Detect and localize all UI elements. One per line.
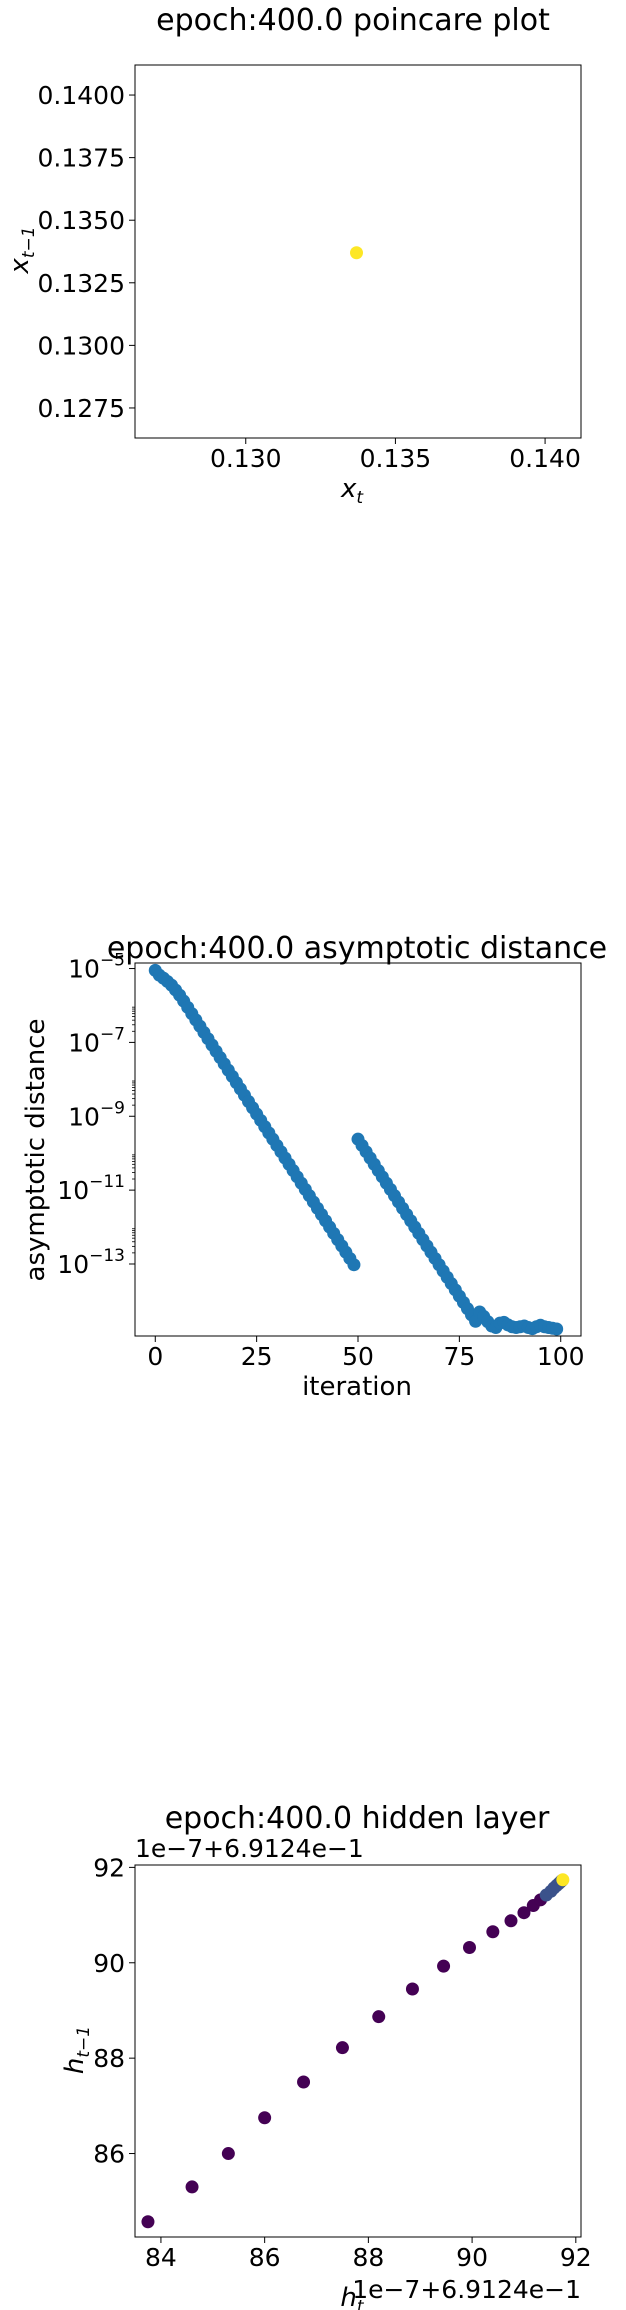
y-axis-label-sub: t−1 bbox=[74, 2026, 94, 2058]
x-axis-label-sub: t bbox=[357, 2297, 365, 2310]
data-point bbox=[347, 1258, 361, 1272]
data-points bbox=[141, 1873, 570, 2229]
data-point bbox=[350, 246, 364, 260]
x-axis-label: ht bbox=[340, 2283, 364, 2310]
data-points bbox=[148, 963, 564, 1336]
x-offset-label: 1e−7+6.9124e−1 bbox=[352, 2275, 581, 2304]
data-point bbox=[437, 1959, 451, 1973]
data-point bbox=[185, 2180, 199, 2194]
x-ticks: 84 86 88 90 92 bbox=[145, 2237, 592, 2272]
data-point bbox=[463, 1941, 476, 1955]
y-axis-label: xt−1 bbox=[5, 226, 39, 274]
x-tick-label: 86 bbox=[249, 2243, 281, 2272]
chart-title: epoch:400.0 hidden layer bbox=[165, 1801, 550, 1836]
data-point-last bbox=[556, 1873, 570, 1887]
data-point bbox=[550, 1322, 564, 1336]
x-tick-label: 75 bbox=[443, 1342, 475, 1371]
data-point bbox=[405, 1982, 419, 1996]
y-axis-label-sub: t−1 bbox=[19, 226, 39, 258]
y-tick-label: 92 bbox=[93, 1853, 125, 1882]
y-tick-label: 10−11 bbox=[57, 1172, 125, 1205]
x-axis-label-main: h bbox=[340, 2283, 356, 2310]
y-tick-label: 0.1400 bbox=[38, 81, 125, 110]
x-tick-label: 84 bbox=[145, 2243, 177, 2272]
y-ticks: 0.1275 0.1300 0.1325 0.1350 0.1375 0.1400 bbox=[38, 81, 135, 423]
chart-title: epoch:400.0 asymptotic distance bbox=[107, 931, 607, 966]
y-tick-label: 10−5 bbox=[68, 951, 125, 984]
data-point bbox=[486, 1925, 500, 1939]
data-point bbox=[372, 2010, 386, 2024]
x-tick-label: 0.135 bbox=[360, 444, 432, 473]
x-tick-label: 25 bbox=[241, 1342, 273, 1371]
poincare-plot: epoch:400.0 poincare plot 0.12750.13000.… bbox=[5, 3, 582, 508]
y-axis-label: ht−1 bbox=[60, 2026, 94, 2074]
y-tick-label: 0.1325 bbox=[38, 269, 125, 298]
y-tick-label: 0.1375 bbox=[38, 144, 125, 173]
plot-frame bbox=[134, 1864, 582, 2238]
data-point bbox=[141, 2215, 155, 2229]
x-ticks: 0 25 50 75 100 bbox=[147, 1336, 585, 1371]
x-tick-label: 50 bbox=[342, 1342, 374, 1371]
x-axis-label: iteration bbox=[302, 1372, 412, 1402]
data-point bbox=[335, 2041, 349, 2055]
asymptotic-distance-plot: epoch:400.0 asymptotic distance 10−5 10−7… bbox=[21, 931, 607, 1402]
y-ticks: 86 88 90 92 bbox=[93, 1853, 135, 2169]
y-ticks: 10−5 10−7 10−9 10−11 10−13 bbox=[57, 951, 135, 1279]
y-tick-label: 0.1350 bbox=[38, 206, 125, 235]
x-tick-label: 90 bbox=[456, 2243, 488, 2272]
x-tick-label: 88 bbox=[352, 2243, 384, 2272]
y-tick-label: 0.1300 bbox=[38, 331, 125, 360]
plot-frame bbox=[134, 64, 582, 439]
data-point bbox=[297, 2075, 311, 2089]
y-tick-label: 0.1275 bbox=[38, 394, 125, 423]
y-axis-label: asymptotic distance bbox=[21, 1019, 51, 1282]
x-axis-label-sub: t bbox=[356, 488, 364, 508]
y-tick-label: 86 bbox=[93, 2140, 125, 2169]
x-tick-label: 100 bbox=[537, 1342, 585, 1371]
hidden-layer-plot: epoch:400.0 hidden layer 1e−7+6.9124e−1 … bbox=[60, 1801, 592, 2310]
data-points bbox=[350, 246, 364, 260]
x-tick-label: 0 bbox=[147, 1342, 163, 1371]
chart-title: epoch:400.0 poincare plot bbox=[156, 3, 550, 38]
data-point bbox=[258, 2111, 272, 2125]
x-tick-label: 0.140 bbox=[509, 444, 581, 473]
y-tick-label: 88 bbox=[93, 2044, 125, 2073]
x-tick-label: 92 bbox=[560, 2243, 592, 2272]
y-tick-label: 10−9 bbox=[68, 1098, 125, 1131]
y-tick-label: 90 bbox=[93, 1949, 125, 1978]
y-offset-label: 1e−7+6.9124e−1 bbox=[135, 1834, 364, 1863]
data-point bbox=[504, 1914, 518, 1928]
y-axis-label-main: h bbox=[60, 2058, 90, 2074]
y-axis-label-main: x bbox=[5, 258, 35, 275]
x-axis-label-main: x bbox=[340, 474, 357, 504]
data-point bbox=[517, 1906, 531, 1920]
y-tick-label: 10−13 bbox=[57, 1246, 125, 1279]
x-tick-label: 0.130 bbox=[210, 444, 282, 473]
y-tick-label: 10−7 bbox=[68, 1024, 125, 1057]
x-axis-label: xt bbox=[340, 474, 364, 508]
data-point bbox=[221, 2147, 235, 2161]
x-ticks: 0.130 0.135 0.140 bbox=[210, 438, 581, 473]
